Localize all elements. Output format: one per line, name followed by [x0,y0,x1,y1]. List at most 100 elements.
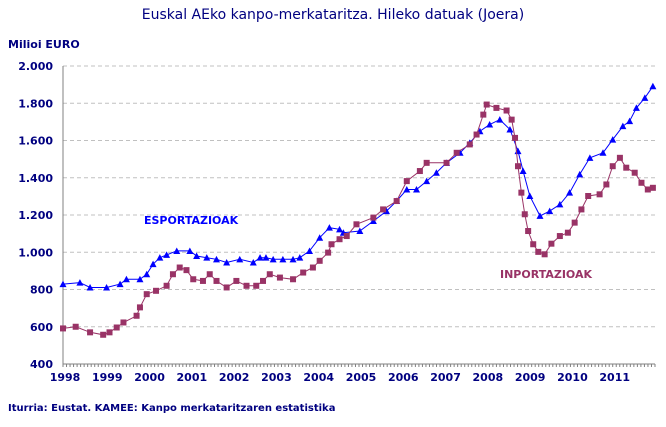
data-point [596,191,603,198]
data-point [416,168,423,175]
x-tick-label: 2008 [473,371,504,384]
data-point [100,331,107,338]
data-point [106,329,113,336]
data-point [149,260,157,268]
data-point [193,252,201,259]
data-point [535,248,542,255]
data-point [186,247,194,254]
data-point [496,116,504,123]
chart-title: Euskal AEko kanpo-merkataritza. Hileko d… [141,7,525,23]
data-point [521,211,528,218]
data-point [541,251,548,258]
x-tick-label: 2007 [430,371,461,384]
data-point [253,282,260,289]
y-tick-label: 2.000 [18,60,53,73]
data-point [336,225,344,233]
data-point [306,247,314,254]
data-point [266,271,273,278]
source-note: Iturria: Eustat. KAMEE: Kanpo merkatarit… [8,403,336,414]
data-point [393,198,400,205]
data-point [120,319,127,326]
y-tick-label: 1.000 [18,246,53,259]
data-point [443,159,450,166]
data-point [113,324,120,331]
data-point [279,255,287,263]
data-point [466,141,473,148]
data-point [249,258,257,266]
data-point [525,228,532,235]
data-point [586,154,594,161]
data-point [300,269,307,276]
y-axis-label: Milioi EURO [8,38,80,51]
data-point [143,270,151,278]
data-point [480,111,487,118]
x-tick-label: 2005 [346,371,377,384]
series-label-inportazioak: INPORTAZIOAK [500,268,592,281]
data-point [566,189,574,196]
data-point [403,185,411,193]
x-tick-label: 2001 [177,371,208,384]
data-point [223,284,230,291]
y-tick-label: 1.600 [18,135,53,148]
data-point [183,267,190,274]
data-point [243,282,250,289]
data-point [290,276,297,283]
data-point [60,325,66,332]
data-point [649,82,657,90]
x-tick-label: 1999 [92,371,123,384]
data-point [506,126,514,133]
data-point [76,279,84,286]
y-tick-label: 400 [30,358,53,371]
data-point [136,304,143,311]
data-point [328,241,335,248]
x-tick-label: 1998 [50,371,81,384]
data-point [206,271,213,278]
x-tick-label: 2009 [515,371,546,384]
x-tick-label: 2000 [134,371,165,384]
data-point [616,154,623,161]
data-point [173,247,181,254]
data-point [163,282,170,289]
data-point [644,186,651,193]
data-point [336,236,343,243]
data-point [453,149,460,156]
data-point [369,217,377,224]
x-tick-label: 2002 [219,371,250,384]
data-point [514,163,521,170]
x-tick-label: 2004 [303,371,334,384]
data-point [571,219,578,226]
data-point [276,274,283,281]
data-point [176,264,183,271]
data-point [316,257,323,264]
data-point [309,264,316,271]
data-point [526,192,534,200]
data-point [356,227,364,235]
data-point [116,280,124,288]
data-point [260,277,267,284]
y-tick-label: 600 [30,321,53,334]
data-point [609,163,616,170]
data-point [59,280,67,288]
data-point [493,104,500,111]
data-point [262,254,270,261]
data-point [508,116,515,123]
data-point [213,277,220,284]
data-point [519,167,527,175]
data-point [156,254,164,261]
data-point [556,200,564,208]
data-point [556,233,563,240]
data-point [403,178,410,185]
data-point [153,287,160,294]
data-point [212,255,220,263]
data-point [546,207,554,215]
data-point [423,159,430,166]
data-point [530,241,537,248]
data-point [122,275,130,283]
data-point [548,240,555,247]
data-point [512,134,519,141]
data-point [223,258,231,266]
data-point [133,312,140,319]
data-point [199,277,206,284]
data-point [370,214,377,221]
